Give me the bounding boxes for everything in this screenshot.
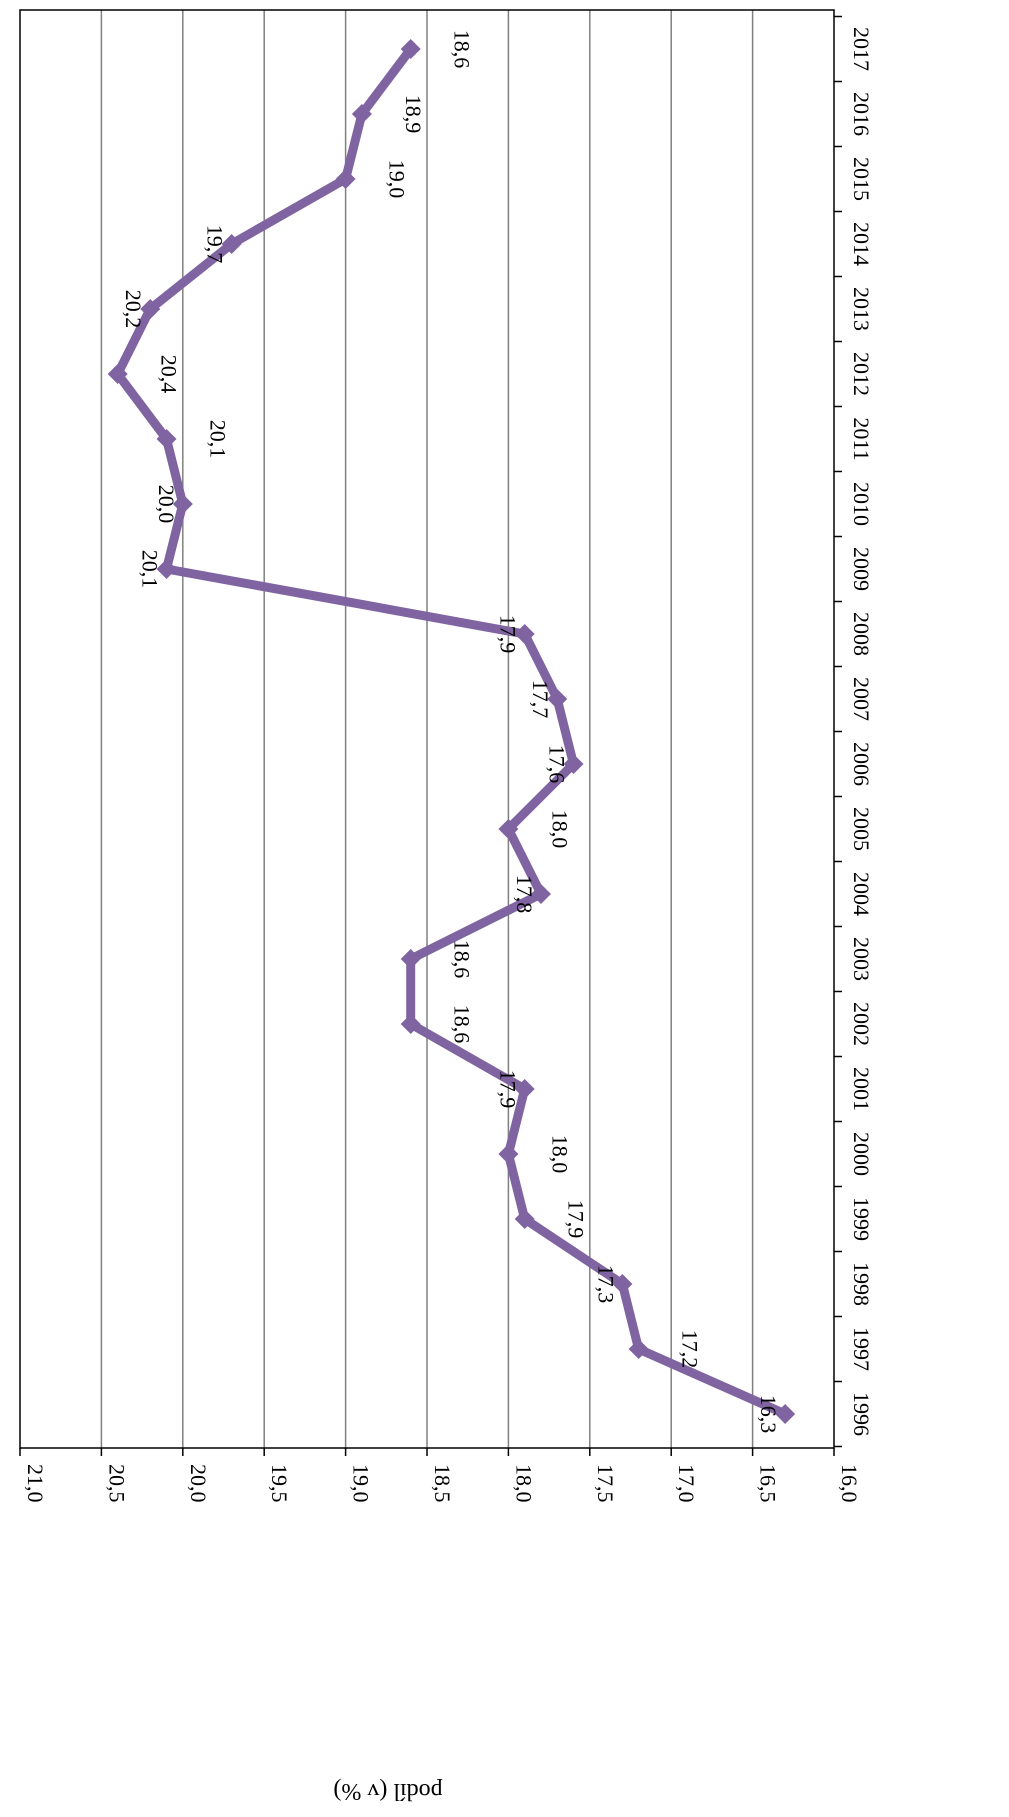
- x-tick-label: 1998: [849, 1262, 874, 1306]
- data-point: [400, 949, 421, 969]
- data-label: 20,0: [154, 485, 179, 524]
- x-tick-labels: 1996 1997 1998 1999 2000 2001 2002 2003 2004 2005…: [849, 27, 874, 1436]
- data-label: 17,2: [678, 1330, 703, 1369]
- x-tick-label: 2008: [849, 612, 874, 656]
- y-tick-label: 16,0: [837, 1464, 862, 1503]
- x-tick-label: 2013: [849, 287, 874, 331]
- x-tick-label: 2003: [849, 937, 874, 981]
- x-tick-label: 2014: [849, 222, 874, 266]
- data-point: [563, 754, 584, 774]
- data-label: 18,6: [450, 940, 475, 979]
- data-point: [498, 1144, 519, 1164]
- y-tick-label: 20,5: [104, 1464, 129, 1503]
- x-tick-label: 1996: [849, 1392, 874, 1436]
- y-tick-label: 21,0: [23, 1464, 48, 1503]
- data-point: [107, 364, 128, 384]
- data-point: [335, 169, 356, 189]
- x-tick-label: 2005: [849, 807, 874, 851]
- data-point: [628, 1339, 649, 1359]
- data-point: [547, 689, 568, 709]
- x-tick-label: 2006: [849, 742, 874, 786]
- data-label: 18,6: [450, 30, 475, 69]
- data-point: [612, 1274, 633, 1294]
- data-point: [156, 559, 177, 579]
- data-label: 18,0: [547, 810, 572, 849]
- y-tick-label: 16,5: [756, 1464, 781, 1503]
- data-point: [156, 429, 177, 449]
- data-label: 19,0: [385, 160, 410, 199]
- data-label: 20,2: [121, 290, 146, 329]
- x-tick-label: 2016: [849, 92, 874, 136]
- y-tick-label: 17,0: [674, 1464, 699, 1503]
- data-label: 20,1: [206, 420, 231, 459]
- data-point: [221, 234, 242, 254]
- data-label: 18,0: [547, 1135, 572, 1174]
- data-point: [351, 104, 372, 124]
- data-point: [400, 1014, 421, 1034]
- x-tick-label: 2000: [849, 1132, 874, 1176]
- data-label: 18,6: [450, 1005, 475, 1044]
- x-tick-label: 1999: [849, 1197, 874, 1241]
- x-tick-label: 2015: [849, 157, 874, 201]
- data-labels: 16,3 17,2 17,3 17,9 18,0 17,9 18,6 18,6 17,8 18,0…: [121, 30, 781, 1434]
- data-label: 20,4: [157, 355, 182, 394]
- x-tick-label: 2017: [849, 27, 874, 71]
- x-tick-label: 2009: [849, 547, 874, 591]
- axis-ticks: [19, 15, 842, 1456]
- y-tick-label: 18,5: [430, 1464, 455, 1503]
- data-label: 17,8: [512, 875, 537, 914]
- data-label: 17,9: [496, 1070, 521, 1109]
- y-tick-label: 19,5: [267, 1464, 292, 1503]
- x-tick-label: 2010: [849, 482, 874, 526]
- x-tick-label: 1997: [849, 1327, 874, 1371]
- data-point: [172, 494, 193, 514]
- data-label: 19,7: [203, 225, 228, 264]
- y-tick-label: 17,5: [593, 1464, 618, 1503]
- x-tick-label: 2011: [849, 417, 874, 460]
- data-label: 20,1: [138, 550, 163, 589]
- y-tick-label: 19,0: [349, 1464, 374, 1503]
- data-point: [514, 1079, 535, 1099]
- y-tick-label: 18,0: [511, 1464, 536, 1503]
- data-point: [530, 884, 551, 904]
- series-markers: [107, 39, 796, 1424]
- x-tick-label: 2004: [849, 872, 874, 916]
- data-label: 16,3: [756, 1395, 781, 1434]
- data-point: [140, 299, 161, 319]
- data-point: [498, 819, 519, 839]
- x-tick-label: 2001: [849, 1067, 874, 1111]
- x-tick-label: 2002: [849, 1002, 874, 1046]
- data-point: [514, 1209, 535, 1229]
- grid-lines: [100, 10, 754, 1448]
- data-point: [775, 1404, 796, 1424]
- data-label: 17,3: [593, 1265, 618, 1304]
- x-tick-label: 2012: [849, 352, 874, 396]
- data-point: [400, 39, 421, 59]
- data-label: 18,9: [401, 95, 426, 134]
- y-tick-labels: 16,0 16,5 17,0 17,5 18,0 18,5 19,0 19,5 20,0 20,5…: [23, 1464, 862, 1503]
- data-point: [514, 624, 535, 644]
- series-line: [113, 44, 790, 1419]
- x-tick-label: 2007: [849, 677, 874, 721]
- data-label: 17,7: [528, 680, 553, 719]
- data-label: 17,6: [545, 745, 570, 784]
- y-tick-label: 20,0: [186, 1464, 211, 1503]
- data-label: 17,9: [496, 615, 521, 654]
- data-label: 17,9: [564, 1200, 589, 1239]
- y-axis-title: podíl (v %): [333, 1778, 442, 1804]
